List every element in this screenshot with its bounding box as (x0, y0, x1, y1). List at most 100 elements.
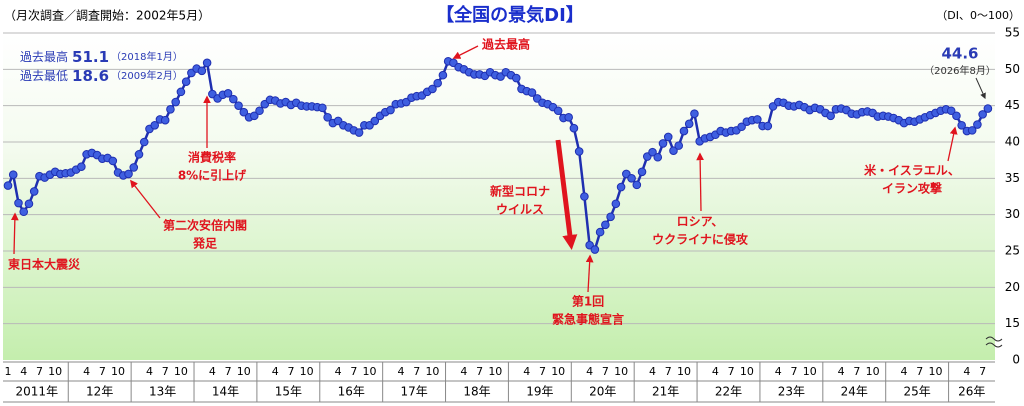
year-label: 21年 (652, 385, 679, 399)
y-tick-label: 35 (1005, 171, 1020, 185)
data-point (574, 147, 584, 156)
data-point (354, 128, 364, 137)
x-tick-label: 10 (928, 365, 942, 378)
data-point (323, 112, 332, 122)
year-label: 24年 (841, 385, 868, 399)
data-point (370, 116, 380, 126)
annotation: ロシア、 (677, 215, 724, 229)
data-point (946, 106, 956, 116)
data-point (134, 150, 144, 159)
plot-background (3, 33, 995, 360)
x-tick-label: 4 (901, 365, 908, 378)
data-point (674, 141, 684, 150)
record-value: 51.1 (72, 48, 109, 66)
x-tick-label: 7 (853, 365, 860, 378)
annotation: 第1回 (572, 294, 604, 309)
annotation: ウクライナに侵攻 (652, 232, 749, 247)
data-point (229, 94, 238, 104)
data-point (124, 169, 133, 179)
x-tick-label: 4 (83, 365, 90, 378)
data-point (684, 119, 694, 129)
annotation-arrow (130, 179, 161, 219)
data-point (569, 123, 579, 133)
year-label: 15年 (275, 385, 302, 399)
data-point (648, 147, 657, 157)
year-label: 2011年 (16, 385, 59, 399)
y-tick-label: 15 (1005, 316, 1020, 330)
x-tick-label: 4 (335, 365, 342, 378)
data-point (973, 120, 982, 129)
x-tick-label: 7 (476, 365, 483, 378)
year-label: 23年 (778, 385, 805, 399)
annotation: 米・イスラエル、 (864, 163, 960, 178)
x-tick-label: 10 (237, 365, 251, 378)
data-point (553, 106, 563, 116)
x-tick-label: 10 (677, 365, 691, 378)
data-point (826, 111, 835, 121)
x-tick-label: 10 (363, 365, 377, 378)
x-tick-label: 4 (20, 365, 27, 378)
data-point (197, 66, 207, 76)
x-tick-label: 7 (413, 365, 420, 378)
data-point (637, 167, 647, 177)
year-label: 26年 (958, 385, 985, 399)
x-tick-label: 7 (162, 365, 169, 378)
record-info: 過去最低 18.6 （2009年2月） (20, 67, 183, 85)
x-tick-label: 7 (791, 365, 798, 378)
y-base-label: 0 (1012, 353, 1020, 367)
x-tick-label: 4 (649, 365, 656, 378)
data-point (433, 78, 442, 88)
y-tick-label: 30 (1005, 207, 1020, 221)
data-point (239, 107, 249, 117)
data-point (234, 101, 243, 110)
year-label: 14年 (212, 385, 239, 399)
annotation: 緊急事態宣言 (552, 312, 624, 327)
annotation-arrow (10, 212, 19, 255)
record-value: 18.6 (72, 67, 109, 85)
x-tick-label: 4 (398, 365, 405, 378)
x-tick-label: 7 (916, 365, 923, 378)
annotation: 過去最高 (481, 37, 530, 52)
record-label: 過去最低 (20, 69, 68, 83)
data-point (658, 139, 668, 148)
data-point (19, 207, 29, 217)
data-point (171, 97, 180, 107)
x-tick-label: 4 (523, 365, 530, 378)
annotation: 東日本大震災 (8, 257, 81, 272)
x-tick-label: 4 (775, 365, 782, 378)
data-point (181, 77, 191, 86)
x-tick-label: 1 (5, 365, 12, 378)
annotation: 発足 (192, 236, 217, 251)
record-label: 過去最高 (20, 49, 68, 64)
annotation-arrow (696, 152, 705, 212)
x-tick-label: 7 (979, 365, 986, 378)
data-point (511, 73, 521, 83)
x-tick-label: 4 (712, 365, 719, 378)
x-tick-label: 7 (665, 365, 672, 378)
x-tick-label: 4 (209, 365, 216, 378)
x-tick-label: 7 (350, 365, 357, 378)
data-point (438, 70, 448, 80)
annotation: 第二次安倍内閣 (163, 218, 247, 233)
data-point (77, 162, 86, 172)
annotation: 新型コロナ (490, 184, 550, 199)
data-point (223, 89, 233, 98)
x-tick-label: 4 (586, 365, 593, 378)
data-point (255, 106, 264, 116)
annotation-arrow (555, 139, 578, 250)
x-tick-label: 7 (602, 365, 609, 378)
latest-value: 44.6 (941, 45, 978, 63)
data-point (150, 120, 160, 130)
axis-break (985, 336, 1003, 348)
data-point (29, 187, 39, 196)
x-tick-label: 4 (838, 365, 845, 378)
x-tick-label: 4 (460, 365, 467, 378)
year-label: 19年 (526, 385, 553, 399)
data-point (616, 182, 626, 192)
x-tick-label: 10 (866, 365, 880, 378)
data-point (249, 111, 259, 121)
year-label: 18年 (463, 385, 490, 399)
x-tick-label: 10 (551, 365, 565, 378)
